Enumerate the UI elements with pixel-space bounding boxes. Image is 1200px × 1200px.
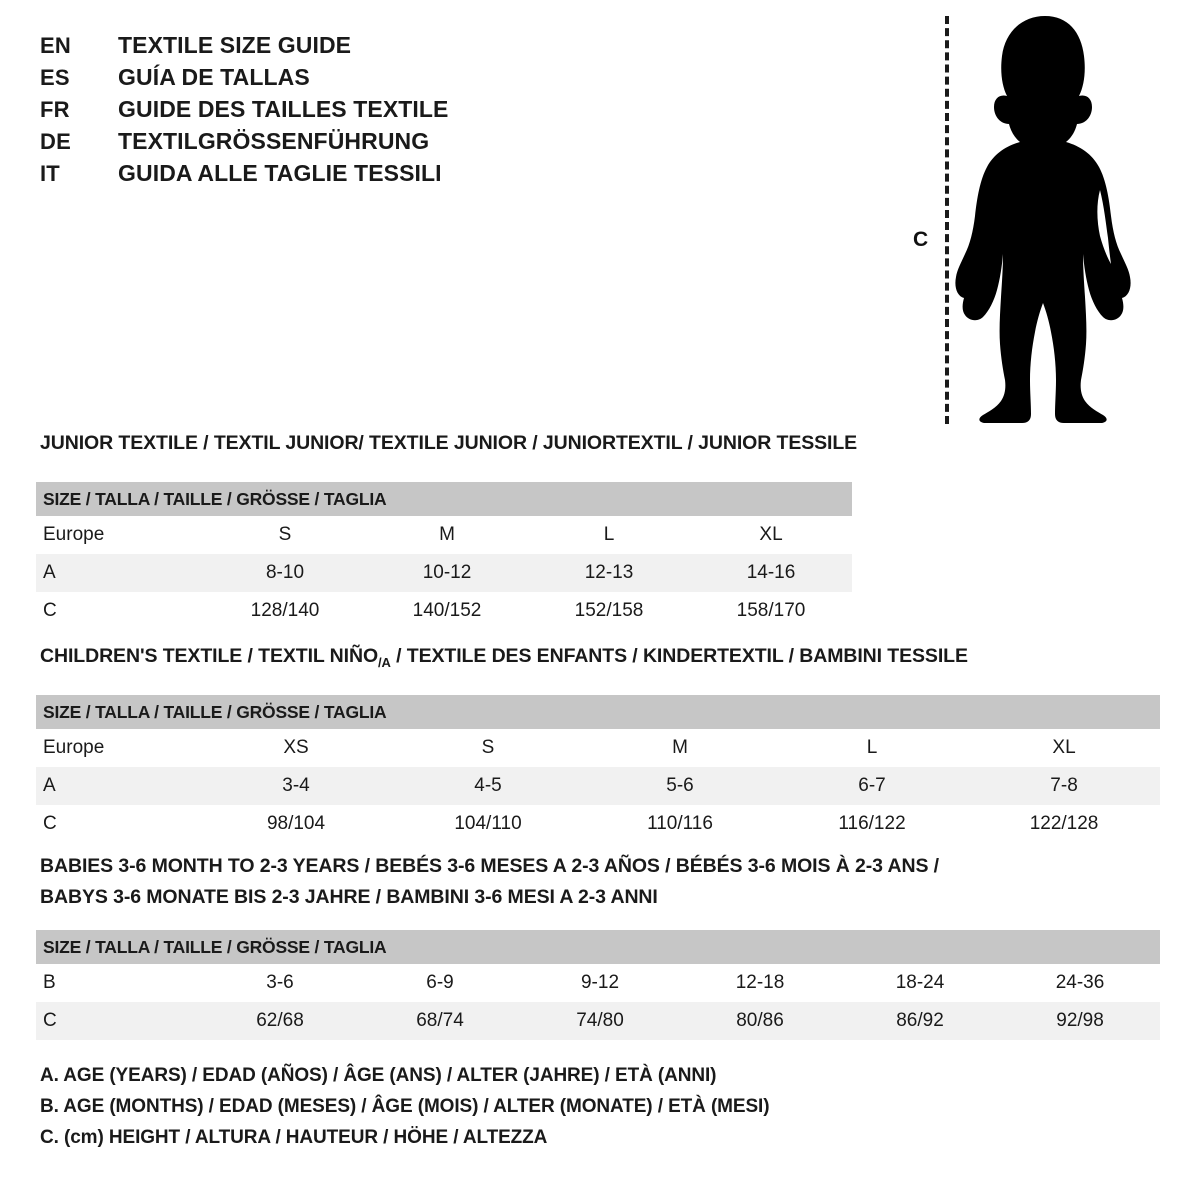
child-silhouette-icon (955, 16, 1131, 423)
table-row: C 98/104 104/110 110/116 116/122 122/128 (36, 805, 1161, 843)
junior-table-band-label: SIZE / TALLA / TAILLE / GRÖSSE / TAGLIA (36, 482, 853, 516)
children-heading-sub: /A (378, 654, 391, 670)
children-height-xs: 98/104 (200, 805, 392, 843)
height-measure-label: C (913, 228, 929, 251)
babies-months-4: 12-18 (680, 964, 840, 1002)
junior-row-label-c: C (36, 592, 204, 630)
children-heading-post: / TEXTILE DES ENFANTS / KINDERTEXTIL / B… (390, 645, 968, 667)
babies-height-3: 74/80 (520, 1002, 680, 1040)
junior-age-xl: 14-16 (690, 554, 853, 592)
babies-months-3: 9-12 (520, 964, 680, 1002)
language-code-fr: FR (40, 97, 70, 122)
size-reference-figure: C (900, 8, 1160, 428)
children-height-s: 104/110 (392, 805, 584, 843)
language-title-block: EN TEXTILE SIZE GUIDE ES GUÍA DE TALLAS … (40, 32, 560, 192)
babies-section-heading-line1: BABIES 3-6 MONTH TO 2-3 YEARS / BEBÉS 3-… (40, 855, 939, 877)
babies-months-5: 18-24 (840, 964, 1000, 1002)
junior-height-s: 128/140 (204, 592, 366, 630)
children-section-heading: CHILDREN'S TEXTILE / TEXTIL NIÑO/A / TEX… (40, 645, 968, 670)
junior-height-m: 140/152 (366, 592, 528, 630)
language-code-es: ES (40, 65, 70, 90)
language-title-es: GUÍA DE TALLAS (118, 64, 310, 90)
babies-months-2: 6-9 (360, 964, 520, 1002)
children-age-xl: 7-8 (968, 767, 1161, 805)
babies-table-band-row: SIZE / TALLA / TAILLE / GRÖSSE / TAGLIA (36, 930, 1161, 964)
table-row: Europe S M L XL (36, 516, 853, 554)
table-row: C 128/140 140/152 152/158 158/170 (36, 592, 853, 630)
children-age-s: 4-5 (392, 767, 584, 805)
legend-c-suffix: HEIGHT / ALTURA / HAUTEUR / HÖHE / ALTEZ… (103, 1127, 548, 1148)
children-europe-m: M (584, 729, 776, 767)
children-row-label-c: C (36, 805, 200, 843)
babies-months-6: 24-36 (1000, 964, 1161, 1002)
legend-line-a: A. AGE (YEARS) / EDAD (AÑOS) / ÂGE (ANS)… (40, 1065, 717, 1086)
junior-table-band-row: SIZE / TALLA / TAILLE / GRÖSSE / TAGLIA (36, 482, 853, 516)
junior-height-l: 152/158 (528, 592, 690, 630)
language-row-fr: FR GUIDE DES TAILLES TEXTILE (40, 96, 560, 128)
children-age-xs: 3-4 (200, 767, 392, 805)
language-code-en: EN (40, 33, 71, 58)
language-row-it: IT GUIDA ALLE TAGLIE TESSILI (40, 160, 560, 192)
language-title-de: TEXTILGRÖSSENFÜHRUNG (118, 128, 430, 154)
legend-line-c: C. (cm) HEIGHT / ALTURA / HAUTEUR / HÖHE… (40, 1127, 940, 1158)
language-title-it: GUIDA ALLE TAGLIE TESSILI (118, 160, 442, 186)
children-height-xl: 122/128 (968, 805, 1161, 843)
children-heading-pre: CHILDREN'S TEXTILE / TEXTIL NIÑO (40, 645, 379, 667)
measurement-legend: A. AGE (YEARS) / EDAD (AÑOS) / ÂGE (ANS)… (40, 1065, 940, 1158)
table-row: A 8-10 10-12 12-13 14-16 (36, 554, 853, 592)
language-title-fr: GUIDE DES TAILLES TEXTILE (118, 96, 449, 122)
junior-size-table: SIZE / TALLA / TAILLE / GRÖSSE / TAGLIA … (36, 482, 853, 630)
height-dashed-line (945, 16, 949, 424)
children-row-label-europe: Europe (36, 729, 200, 767)
babies-height-5: 86/92 (840, 1002, 1000, 1040)
children-table-band-row: SIZE / TALLA / TAILLE / GRÖSSE / TAGLIA (36, 695, 1161, 729)
babies-row-label-c: C (36, 1002, 200, 1040)
babies-height-2: 68/74 (360, 1002, 520, 1040)
children-age-l: 6-7 (776, 767, 968, 805)
table-row: A 3-4 4-5 5-6 6-7 7-8 (36, 767, 1161, 805)
legend-c-prefix: C. (40, 1127, 64, 1148)
legend-c-unit: (cm) (63, 1127, 104, 1148)
table-row: B 3-6 6-9 9-12 12-18 18-24 24-36 (36, 964, 1161, 1002)
junior-age-l: 12-13 (528, 554, 690, 592)
babies-height-4: 80/86 (680, 1002, 840, 1040)
legend-line-b: B. AGE (MONTHS) / EDAD (MESES) / ÂGE (MO… (40, 1096, 770, 1117)
children-table-band-label: SIZE / TALLA / TAILLE / GRÖSSE / TAGLIA (36, 695, 1161, 729)
language-row-en: EN TEXTILE SIZE GUIDE (40, 32, 560, 64)
language-row-es: ES GUÍA DE TALLAS (40, 64, 560, 96)
children-size-table: SIZE / TALLA / TAILLE / GRÖSSE / TAGLIA … (36, 695, 1161, 843)
junior-height-xl: 158/170 (690, 592, 853, 630)
babies-section-heading-line2: BABYS 3-6 MONATE BIS 2-3 JAHRE / BAMBINI… (40, 886, 658, 908)
babies-row-label-b: B (36, 964, 200, 1002)
babies-height-6: 92/98 (1000, 1002, 1161, 1040)
children-height-m: 110/116 (584, 805, 776, 843)
junior-row-label-a: A (36, 554, 204, 592)
junior-europe-l: L (528, 516, 690, 554)
children-europe-xl: XL (968, 729, 1161, 767)
table-row: Europe XS S M L XL (36, 729, 1161, 767)
language-code-it: IT (40, 161, 60, 186)
children-europe-xs: XS (200, 729, 392, 767)
junior-section-heading: JUNIOR TEXTILE / TEXTIL JUNIOR/ TEXTILE … (40, 432, 858, 454)
children-height-l: 116/122 (776, 805, 968, 843)
babies-months-1: 3-6 (200, 964, 360, 1002)
junior-europe-m: M (366, 516, 528, 554)
children-europe-s: S (392, 729, 584, 767)
children-row-label-a: A (36, 767, 200, 805)
language-title-en: TEXTILE SIZE GUIDE (118, 32, 352, 58)
junior-europe-xl: XL (690, 516, 853, 554)
language-row-de: DE TEXTILGRÖSSENFÜHRUNG (40, 128, 560, 160)
babies-table-band-label: SIZE / TALLA / TAILLE / GRÖSSE / TAGLIA (36, 930, 1161, 964)
junior-age-s: 8-10 (204, 554, 366, 592)
babies-height-1: 62/68 (200, 1002, 360, 1040)
language-code-de: DE (40, 129, 71, 154)
junior-age-m: 10-12 (366, 554, 528, 592)
junior-europe-s: S (204, 516, 366, 554)
babies-size-table: SIZE / TALLA / TAILLE / GRÖSSE / TAGLIA … (36, 930, 1161, 1040)
children-age-m: 5-6 (584, 767, 776, 805)
table-row: C 62/68 68/74 74/80 80/86 86/92 92/98 (36, 1002, 1161, 1040)
junior-row-label-europe: Europe (36, 516, 204, 554)
children-europe-l: L (776, 729, 968, 767)
